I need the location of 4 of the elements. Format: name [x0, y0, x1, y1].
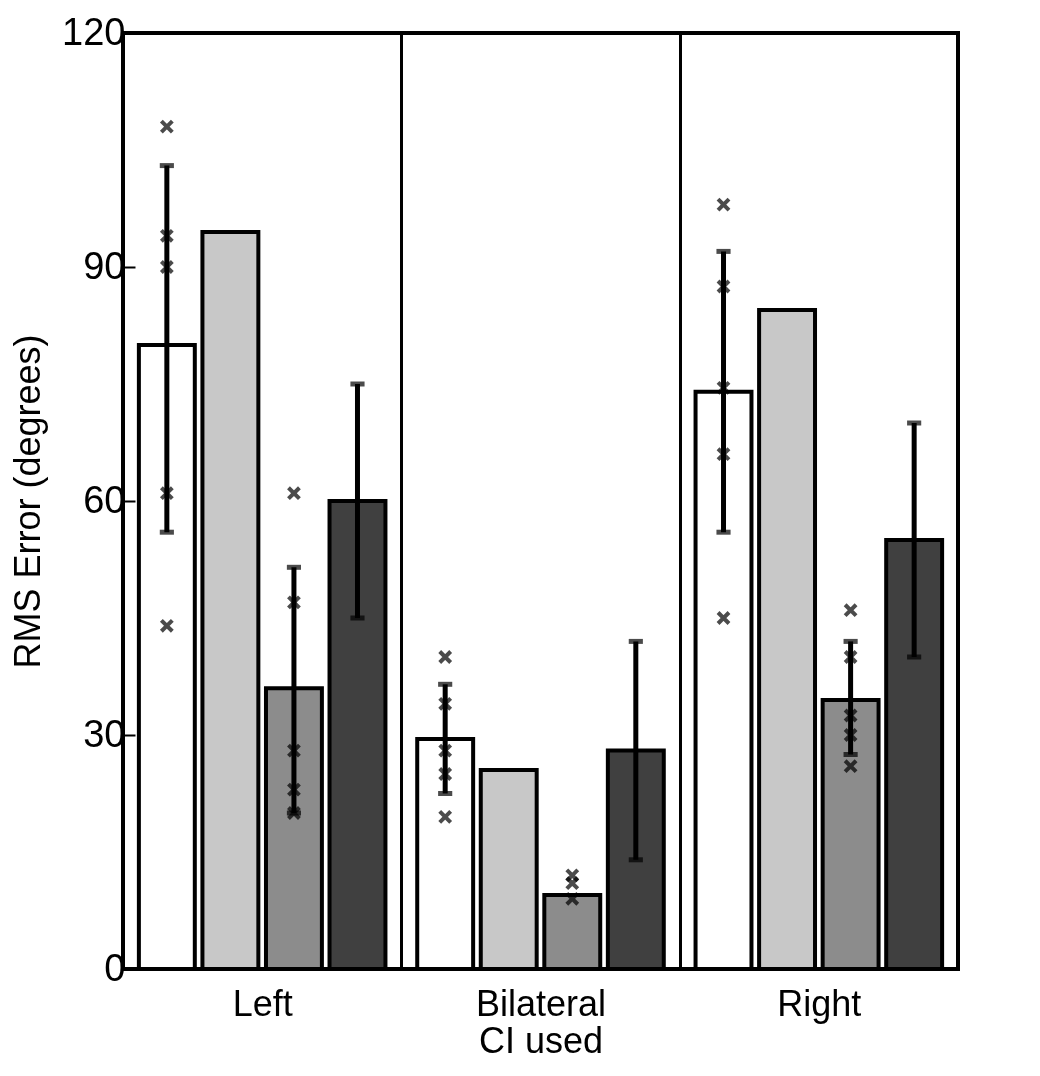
y-tick-label: 120 — [62, 10, 126, 53]
x-tick-label: Right — [777, 982, 862, 1024]
y-axis-title: RMS Error (degrees) — [7, 334, 49, 669]
x-tick-label: Left — [232, 982, 293, 1024]
